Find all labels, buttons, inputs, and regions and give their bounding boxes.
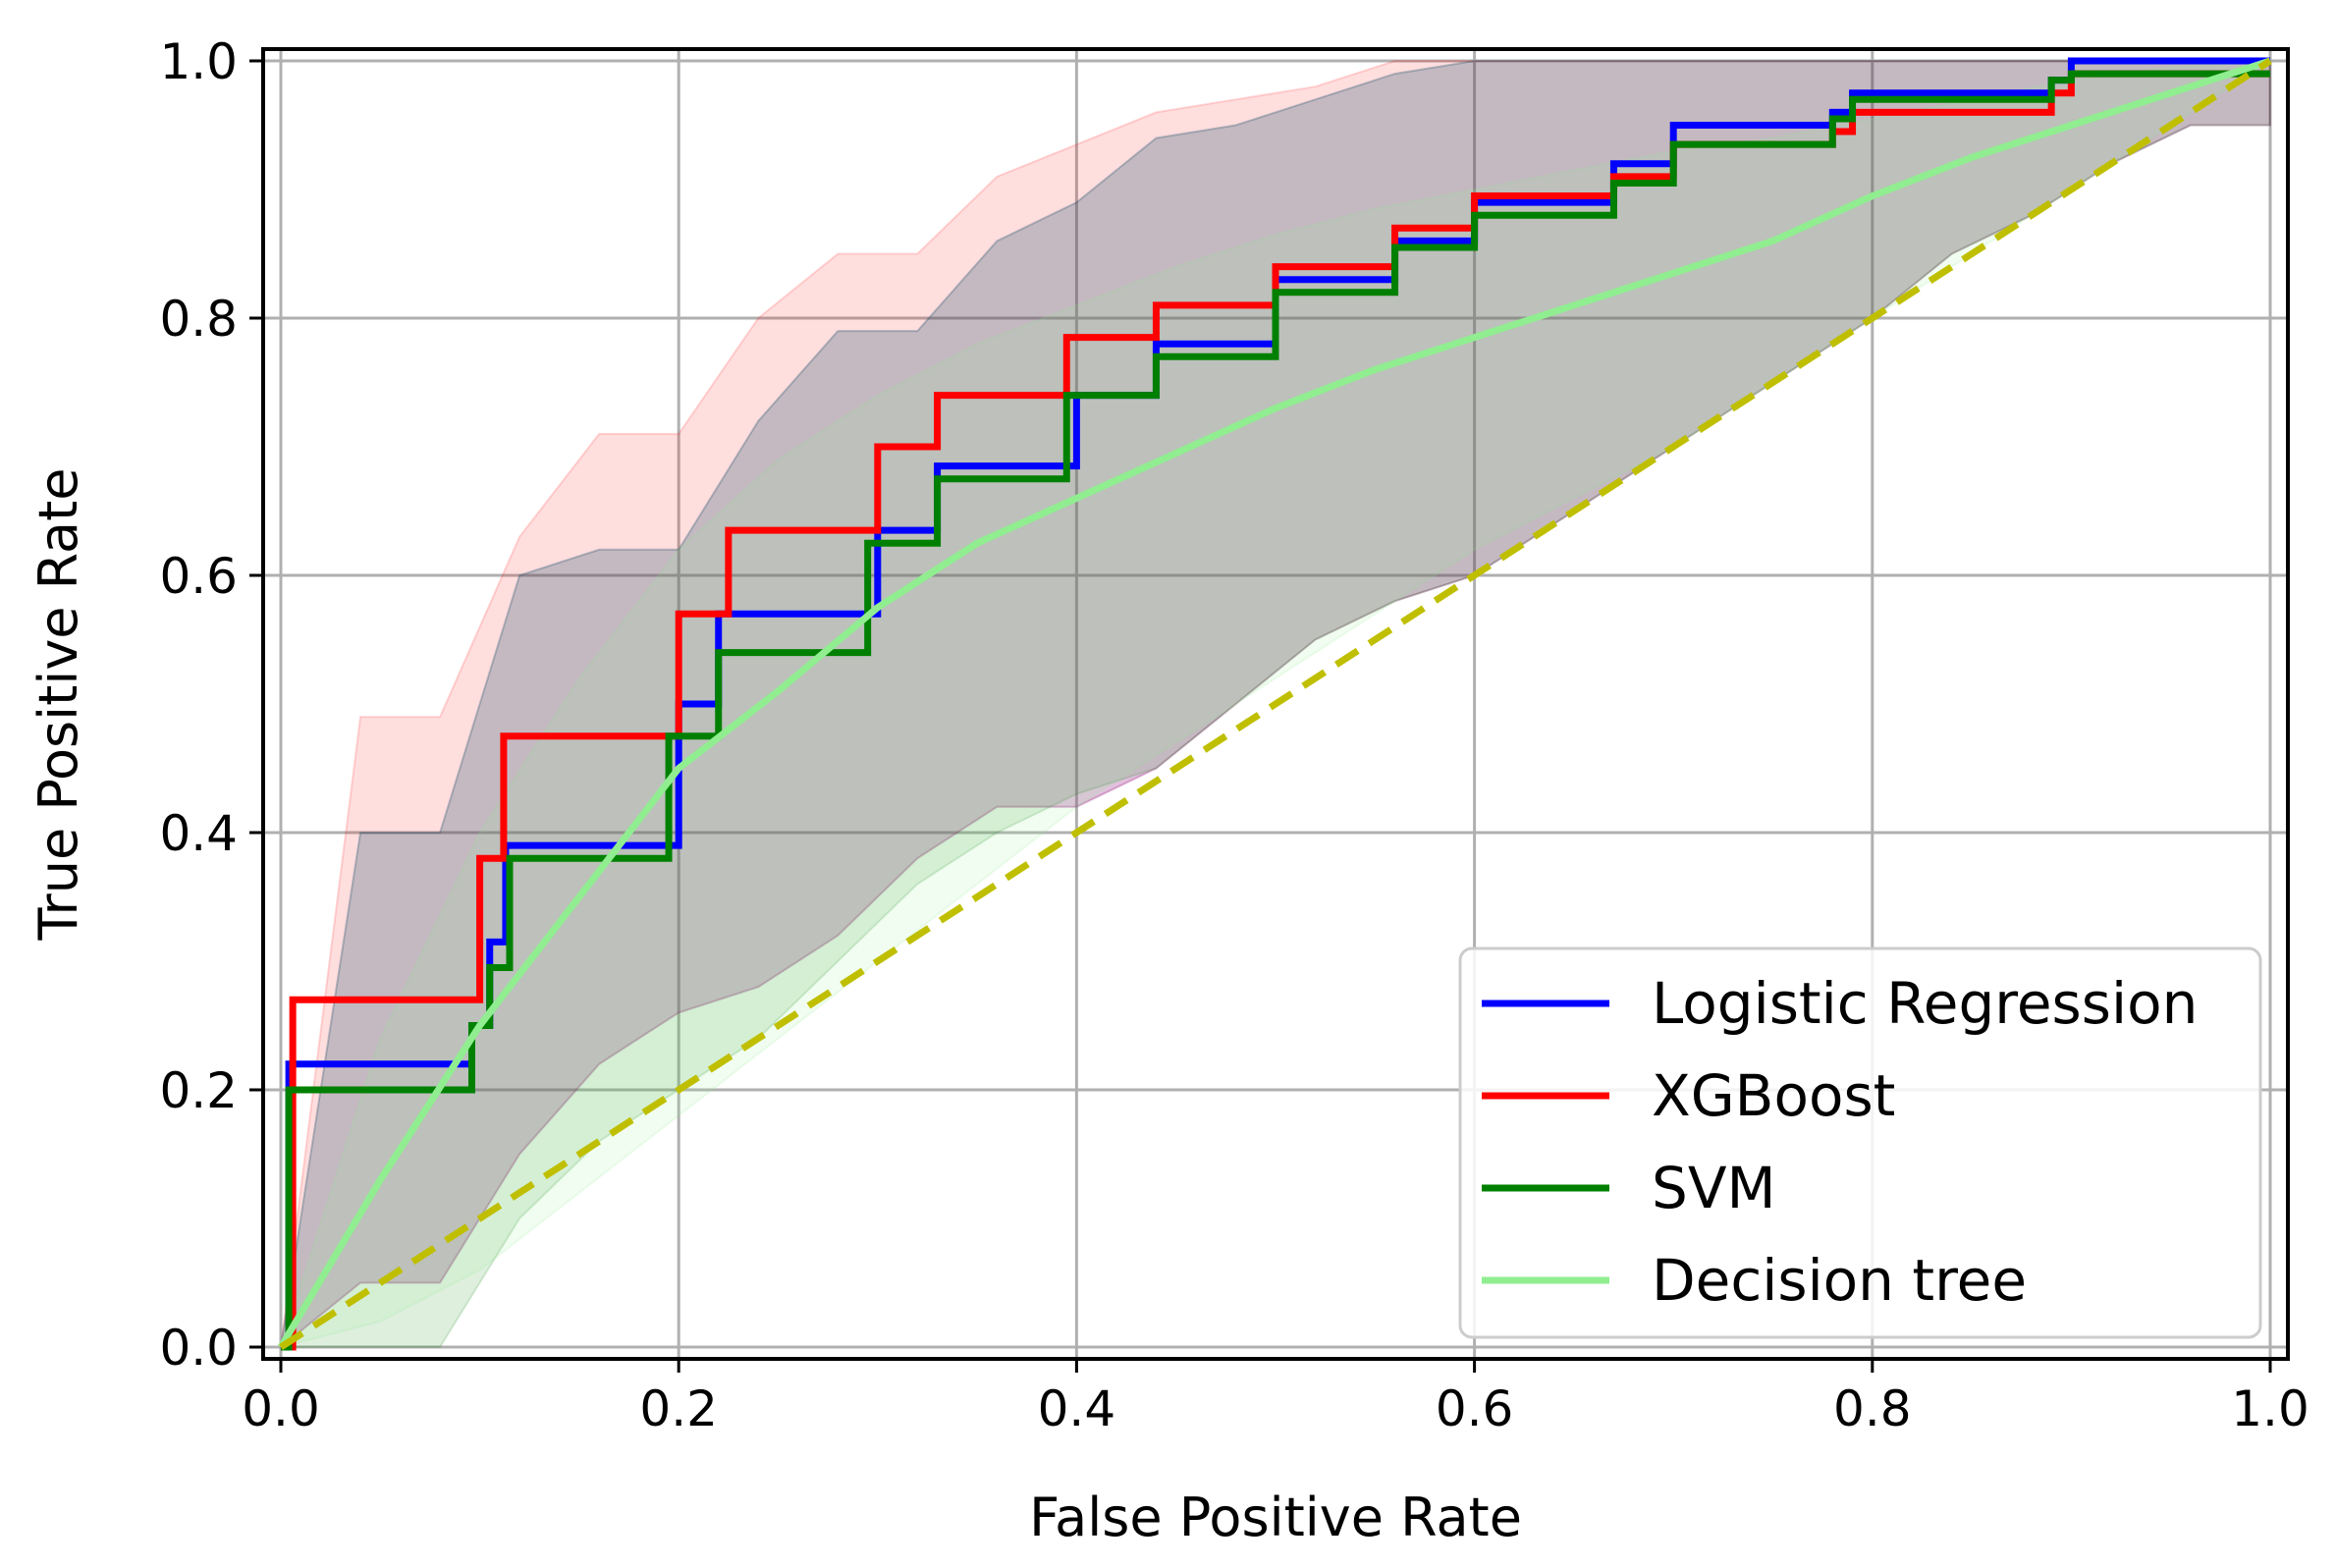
x-tick-label: 0.2 (639, 1380, 718, 1437)
series-lines (277, 57, 2272, 1351)
x-axis-label: False Positive Rate (1029, 1487, 1522, 1548)
legend-label: XGBoost (1652, 1062, 1895, 1129)
x-tick-label: 1.0 (2231, 1380, 2309, 1437)
legend-label: SVM (1652, 1155, 1776, 1221)
legend-box (1458, 946, 2262, 1339)
axes (261, 47, 2290, 1361)
legend-label: Decision tree (1652, 1247, 2027, 1314)
y-axis-label: True Positive Rate (27, 467, 89, 941)
series-line-decision-tree (277, 57, 2272, 1349)
series-line-svm (281, 70, 2270, 1351)
y-tick-label: 0.6 (159, 548, 238, 605)
y-tick-label: 0.8 (159, 291, 238, 348)
series-line-xgboost (281, 70, 2270, 1351)
axes-frame (261, 47, 2290, 1361)
x-tick-label: 0.6 (1436, 1380, 1514, 1437)
legend-label: Logistic Regression (1652, 970, 2198, 1037)
tick-labels: 0.0 0.2 0.4 0.6 0.8 1.0 0.0 0.2 0.4 0.6 0.8 1.0 (159, 33, 2309, 1437)
confidence-band-xgboost (279, 60, 2271, 1350)
chance-diagonal-line (279, 58, 2272, 1350)
x-tick-label: 0.8 (1833, 1380, 1912, 1437)
x-tick-label: 0.0 (242, 1380, 320, 1437)
y-tick-label: 0.2 (159, 1062, 238, 1119)
legend: Logistic Regression XGBoost SVM Decision tr… (1458, 946, 2262, 1339)
y-tick-label: 0.0 (159, 1320, 238, 1377)
y-tick-label: 1.0 (159, 33, 238, 90)
x-tick-label: 0.4 (1038, 1380, 1116, 1437)
y-tick-label: 0.4 (159, 805, 238, 862)
